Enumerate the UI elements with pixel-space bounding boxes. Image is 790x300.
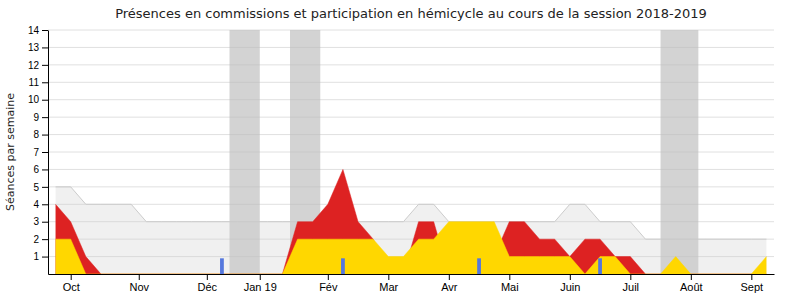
- x-tick-label: Juil: [623, 281, 640, 293]
- x-tick-mark: [328, 274, 329, 280]
- y-tick-label: 5: [33, 182, 39, 193]
- x-tick: Déc: [198, 274, 218, 293]
- y-tick-mark: [42, 152, 48, 153]
- x-tick-mark: [207, 274, 208, 280]
- y-axis: 1234567891011121314: [28, 25, 49, 275]
- bar: [598, 258, 602, 274]
- x-axis: Oct Nov Déc Jan 19 Fév Mar Avr Mai Juin Juil Août S…: [49, 274, 775, 293]
- y-tick-mark: [42, 30, 48, 31]
- bar: [341, 258, 345, 274]
- y-tick-label: 9: [33, 112, 39, 123]
- x-tick-mark: [691, 274, 692, 280]
- y-tick-mark: [42, 187, 48, 188]
- y-tick: 1: [33, 251, 48, 262]
- y-tick-mark: [42, 100, 48, 101]
- y-tick: 14: [28, 25, 48, 36]
- x-tick-label: Sept: [740, 281, 763, 293]
- x-tick-mark: [509, 274, 510, 280]
- x-tick-mark: [570, 274, 571, 280]
- plot: Oct Nov Déc Jan 19 Fév Mar Avr Mai Juin Juil Août S…: [28, 25, 775, 293]
- y-tick-mark: [42, 239, 48, 240]
- y-tick: 3: [33, 216, 48, 227]
- y-tick-label: 14: [28, 25, 40, 36]
- y-tick: 4: [33, 199, 48, 210]
- y-tick-mark: [42, 169, 48, 170]
- y-tick-label: 3: [33, 216, 39, 227]
- y-tick-label: 13: [28, 42, 40, 53]
- x-tick-mark: [630, 274, 631, 280]
- y-tick: 6: [33, 164, 48, 175]
- y-tick-label: 1: [33, 251, 39, 262]
- x-tick: Sept: [740, 274, 763, 293]
- x-tick: Mar: [379, 274, 398, 293]
- x-tick-label: Mai: [501, 281, 519, 293]
- y-axis-line: [48, 31, 49, 275]
- bar: [220, 258, 224, 274]
- x-tick-label: Mar: [379, 281, 398, 293]
- y-tick: 11: [29, 77, 48, 88]
- area: [56, 187, 767, 274]
- y-tick-label: 2: [33, 234, 39, 245]
- x-tick: Mai: [501, 274, 519, 293]
- y-tick: 13: [28, 42, 48, 53]
- y-tick-mark: [42, 65, 48, 66]
- bar: [477, 258, 481, 274]
- x-tick: Juin: [560, 274, 580, 293]
- x-tick-mark: [751, 274, 752, 280]
- y-tick-mark: [42, 135, 48, 136]
- x-tick-mark: [139, 274, 140, 280]
- x-tick: Jan 19: [244, 274, 277, 293]
- line: [56, 187, 767, 239]
- line: [56, 222, 767, 274]
- x-tick-label: Oct: [63, 281, 80, 293]
- y-tick: 9: [33, 112, 48, 123]
- line: [56, 169, 767, 274]
- shaded-region: [661, 30, 699, 274]
- y-tick: 10: [28, 94, 48, 105]
- chart: Oct Nov Déc Jan 19 Fév Mar Avr Mai Juin Juil Août S…: [0, 0, 790, 300]
- marks: [56, 30, 767, 274]
- x-tick-mark: [260, 274, 261, 280]
- y-tick-label: 11: [29, 77, 40, 88]
- x-tick-mark: [71, 274, 72, 280]
- area: [56, 222, 767, 274]
- y-tick: 12: [28, 60, 48, 71]
- x-tick-label: Jan 19: [244, 281, 277, 293]
- area: [56, 169, 767, 274]
- y-tick-mark: [42, 222, 48, 223]
- x-tick-label: Juin: [560, 281, 580, 293]
- x-tick-mark: [388, 274, 389, 280]
- y-tick: 5: [33, 182, 48, 193]
- title: Présences en commissions et participatio…: [115, 6, 707, 21]
- y-tick-mark: [42, 47, 48, 48]
- x-axis-line: [49, 274, 775, 275]
- x-tick-label: Déc: [198, 281, 218, 293]
- x-tick: Juil: [623, 274, 640, 293]
- x-tick-label: Août: [680, 281, 703, 293]
- x-tick-label: Nov: [129, 281, 149, 293]
- x-tick: Fév: [319, 274, 338, 293]
- x-tick-mark: [449, 274, 450, 280]
- x-tick: Avr: [441, 274, 458, 293]
- y-axis-title: Séances par semaine: [4, 93, 17, 211]
- y-tick-label: 6: [33, 164, 39, 175]
- y-tick-mark: [42, 257, 48, 258]
- x-tick: Nov: [129, 274, 149, 293]
- y-tick: 8: [33, 129, 48, 140]
- y-tick: 2: [33, 234, 48, 245]
- y-tick-mark: [42, 82, 48, 83]
- x-tick-label: Fév: [319, 281, 338, 293]
- y-tick-label: 4: [33, 199, 39, 210]
- y-tick-mark: [42, 204, 48, 205]
- y-tick: 7: [33, 147, 48, 158]
- y-tick-label: 7: [33, 147, 39, 158]
- x-tick-label: Avr: [441, 281, 458, 293]
- y-tick-label: 8: [33, 129, 39, 140]
- y-tick-label: 12: [28, 60, 40, 71]
- y-tick-label: 10: [28, 94, 40, 105]
- x-tick: Août: [680, 274, 703, 293]
- x-tick: Oct: [63, 274, 80, 293]
- y-tick-mark: [42, 117, 48, 118]
